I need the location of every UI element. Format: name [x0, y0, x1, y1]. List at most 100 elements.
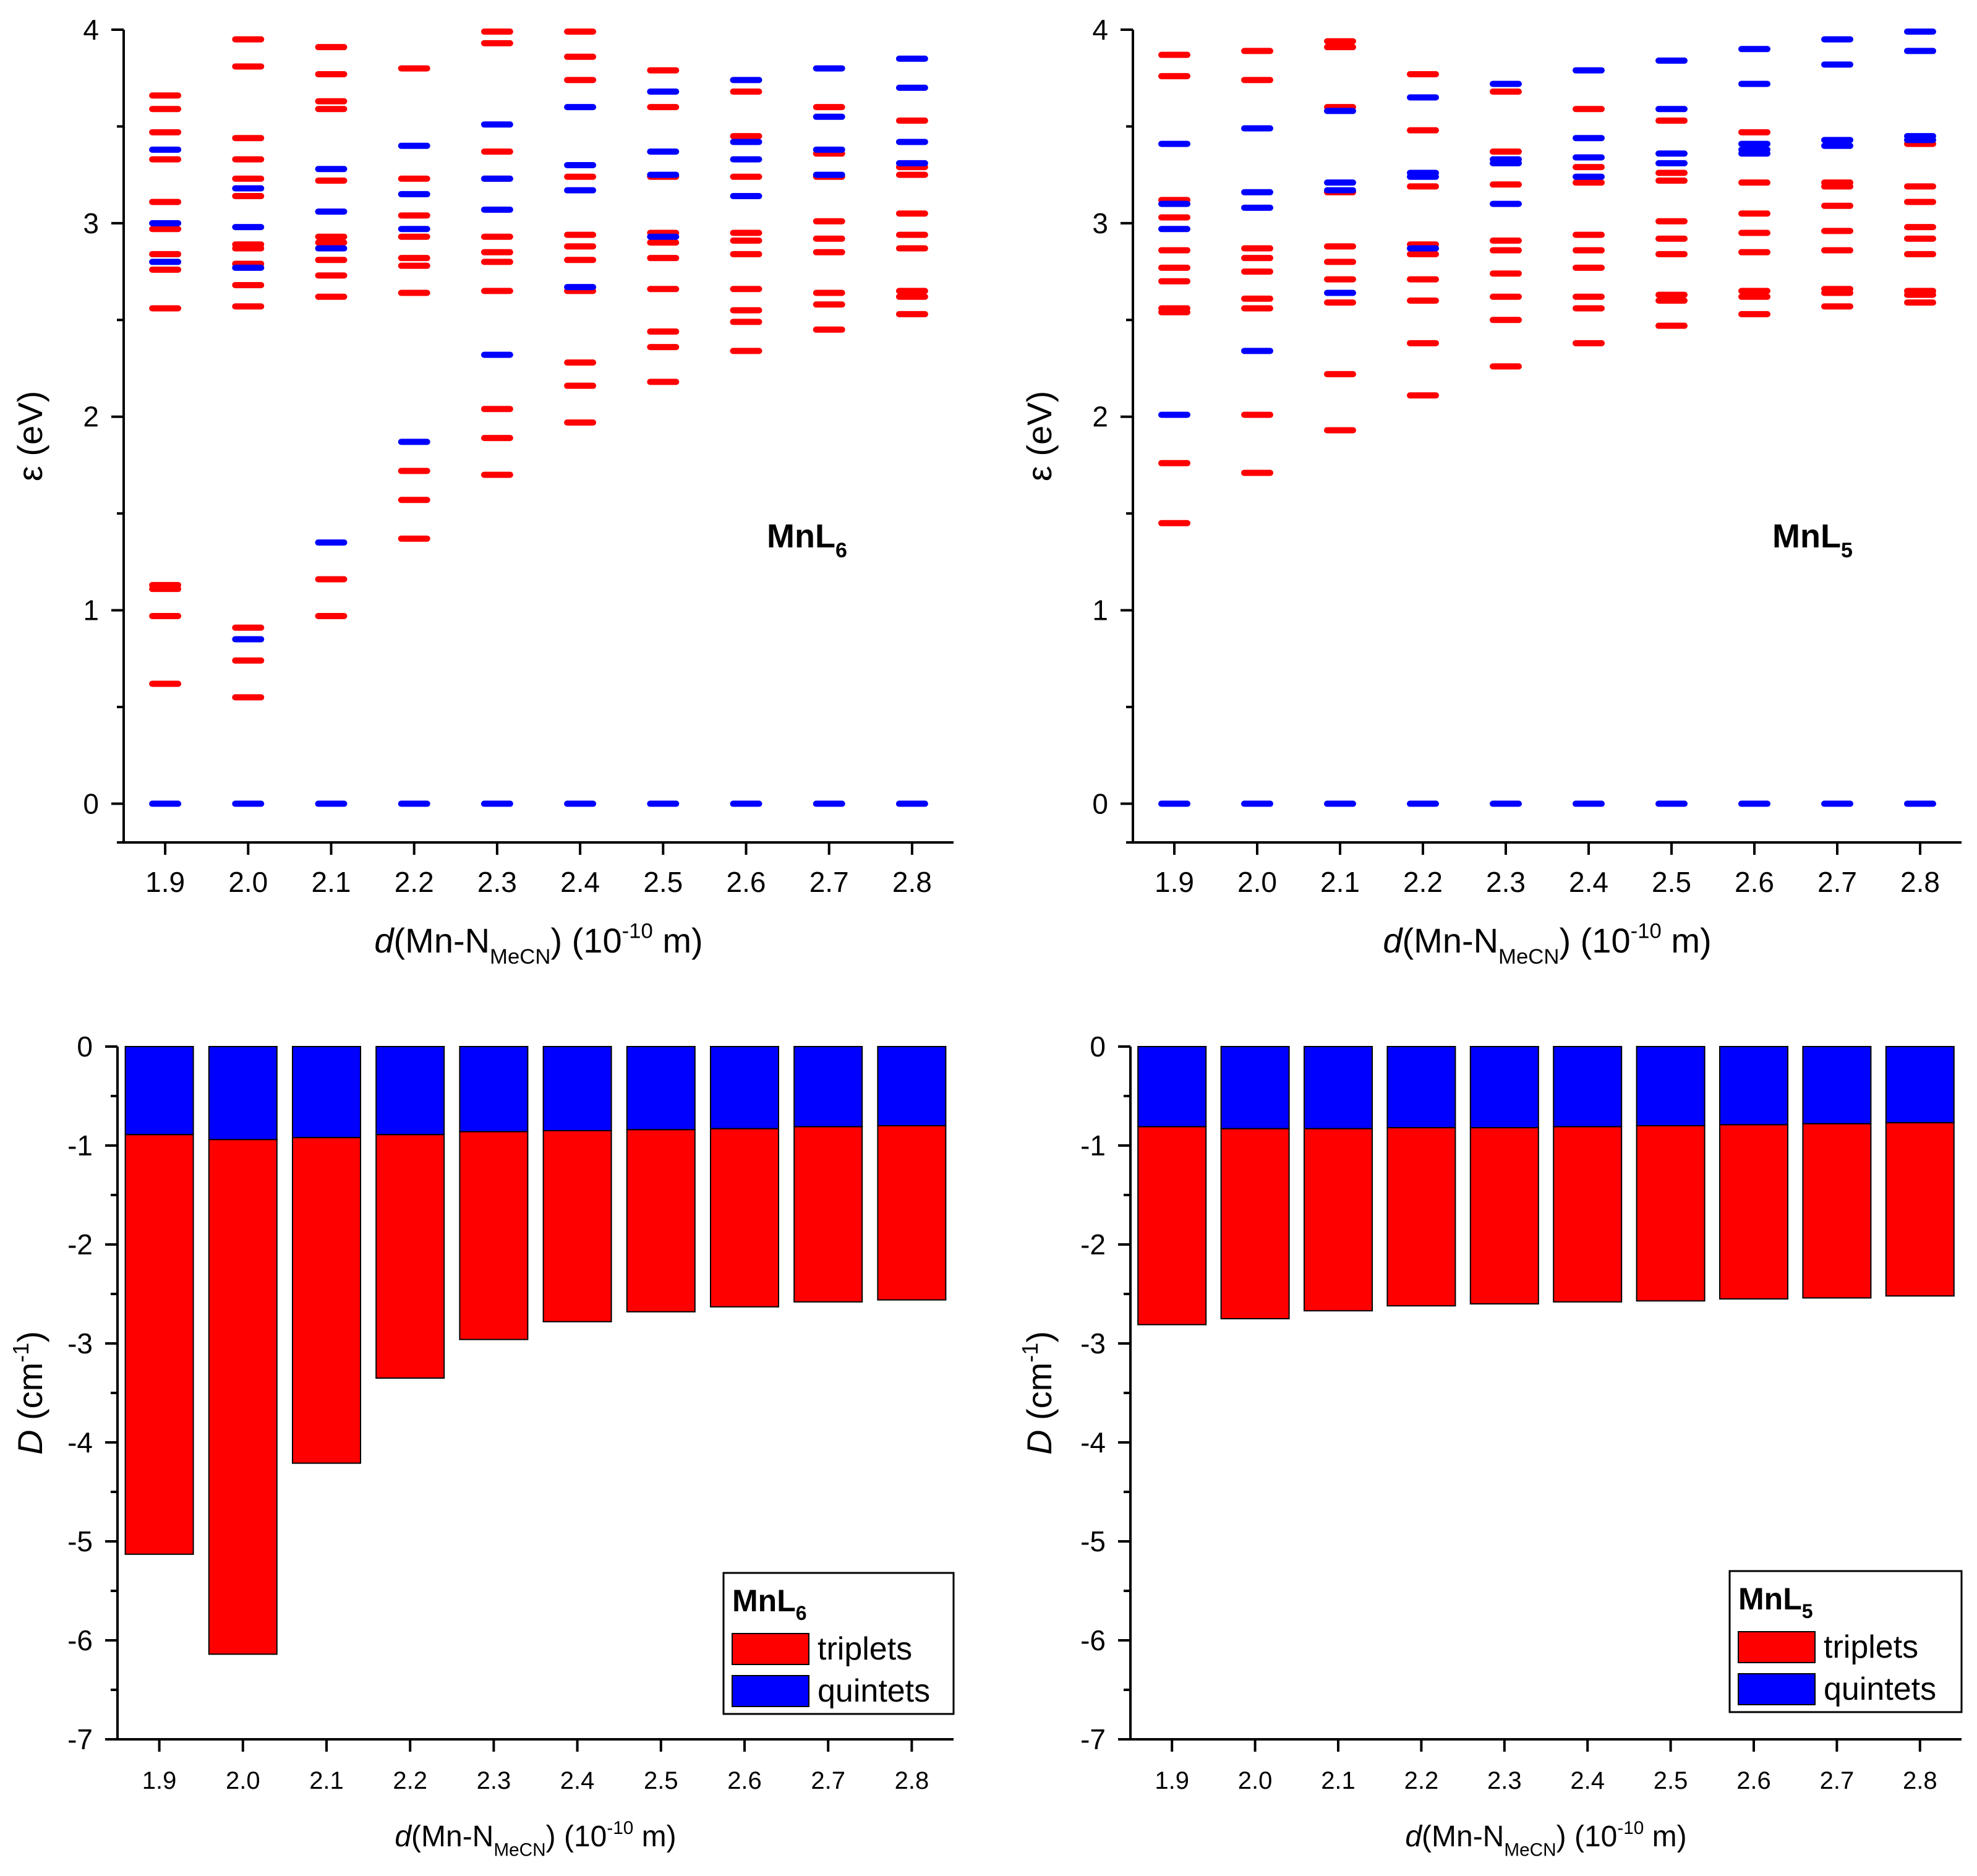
triplets-level-marker [1821, 303, 1853, 310]
quintets-level-marker [398, 800, 430, 807]
triplets-level-marker [1904, 183, 1936, 190]
quintets-level-marker [1490, 156, 1522, 163]
triplets-level-marker [1324, 427, 1356, 434]
triplets-level-marker [895, 171, 928, 178]
triplets-level-marker [1490, 247, 1522, 254]
y-tick-label: -2 [1080, 1228, 1106, 1261]
triplets-level-marker [149, 156, 182, 163]
triplets-level-marker [1241, 469, 1273, 476]
triplets-level-marker [149, 251, 182, 257]
legend-title: MnL6 [732, 1583, 807, 1624]
triplets-level-marker [480, 406, 513, 413]
quintets-level-marker [1655, 58, 1688, 64]
triplets-level-marker [564, 53, 597, 60]
triplets-level-marker [730, 251, 762, 257]
quintets-level-marker [1904, 133, 1936, 140]
triplets-level-marker [315, 239, 348, 246]
triplets-level-marker [1490, 293, 1522, 300]
triplets-level-marker [647, 67, 680, 74]
triplets-level-marker [1904, 235, 1936, 242]
x-tick-label: 2.3 [1486, 866, 1526, 898]
y-tick-label: -1 [1080, 1129, 1106, 1162]
triplets-level-marker [232, 63, 265, 70]
panel-label: MnL5 [1772, 518, 1853, 562]
triplets-level-marker [895, 210, 928, 217]
quintets-level-marker [1158, 140, 1190, 147]
triplets-bar [1386, 1127, 1456, 1307]
quintets-level-marker [149, 146, 182, 153]
triplets-level-marker [895, 293, 928, 300]
quintets-bar [375, 1046, 445, 1136]
quintets-level-marker [813, 800, 845, 807]
quintets-level-marker [564, 800, 597, 807]
triplets-level-marker [398, 175, 430, 182]
x-tick-label: 2.4 [1569, 866, 1608, 898]
triplets-level-marker [315, 178, 348, 184]
quintets-level-marker [315, 166, 348, 173]
x-tick-label: 2.2 [395, 866, 434, 898]
quintets-level-marker [480, 121, 513, 128]
triplets-level-marker [480, 471, 513, 478]
triplets-level-marker [564, 231, 597, 238]
triplets-level-marker [813, 301, 845, 308]
triplets-level-marker [647, 379, 680, 385]
triplets-level-marker [895, 231, 928, 238]
y-tick-label: -4 [1080, 1426, 1106, 1458]
triplets-level-marker [398, 212, 430, 219]
quintets-level-marker [1738, 800, 1770, 807]
quintets-level-marker [1573, 154, 1605, 161]
quintets-level-marker [480, 800, 513, 807]
quintets-level-marker [1324, 179, 1356, 186]
x-tick-label: 2.4 [1570, 1767, 1605, 1794]
triplets-level-marker [1490, 88, 1522, 95]
triplets-level-marker [232, 193, 265, 200]
quintets-swatch [1738, 1673, 1816, 1705]
triplets-bar [1636, 1125, 1706, 1302]
quintets-level-marker [1241, 125, 1273, 132]
x-tick-label: 2.6 [727, 1767, 762, 1794]
panel-label: MnL6 [767, 518, 847, 562]
triplets-level-marker [1655, 298, 1688, 304]
quintets-level-marker [895, 55, 928, 62]
y-tick-label: 4 [1092, 14, 1108, 46]
triplets-level-marker [1490, 363, 1522, 370]
quintets-level-marker [315, 539, 348, 546]
x-tick-label: 2.5 [1654, 1767, 1688, 1794]
triplets-bar [208, 1139, 278, 1655]
quintets-level-marker [1738, 46, 1770, 53]
quintets-bar [1636, 1046, 1706, 1126]
triplets-bar [375, 1134, 445, 1379]
triplets-level-marker [149, 199, 182, 205]
triplets-legend-label: triplets [818, 1631, 912, 1667]
x-tick-label: 2.0 [226, 1767, 260, 1794]
triplets-level-marker [149, 612, 182, 619]
triplets-level-marker [730, 238, 762, 244]
quintets-level-marker [1241, 189, 1273, 195]
triplets-level-marker [730, 133, 762, 140]
triplets-level-marker [1324, 38, 1356, 45]
y-tick-label: -1 [67, 1129, 93, 1162]
quintets-level-marker [232, 636, 265, 643]
quintets-bar [1802, 1046, 1872, 1124]
quintets-level-marker [232, 264, 265, 271]
quintets-level-marker [895, 160, 928, 166]
x-tick-label: 2.2 [1403, 866, 1443, 898]
quintets-level-marker [647, 88, 680, 95]
triplets-level-marker [315, 98, 348, 105]
quintets-bar [1304, 1046, 1373, 1129]
x-tick-label: 2.8 [892, 866, 932, 898]
quintets-level-marker [398, 226, 430, 233]
quintets-level-marker [1407, 169, 1439, 176]
quintets-bar [1553, 1046, 1623, 1128]
quintets-level-marker [149, 220, 182, 226]
quintets-level-marker [730, 156, 762, 163]
triplets-level-marker [1573, 164, 1605, 171]
y-tick-label: -2 [67, 1228, 93, 1261]
quintets-level-marker [232, 800, 265, 807]
quintets-level-marker [315, 800, 348, 807]
triplets-level-marker [1904, 224, 1936, 231]
triplets-level-marker [1573, 305, 1605, 312]
triplets-level-marker [480, 249, 513, 255]
quintets-level-marker [149, 800, 182, 807]
x-tick-label: 2.1 [1321, 1767, 1356, 1794]
